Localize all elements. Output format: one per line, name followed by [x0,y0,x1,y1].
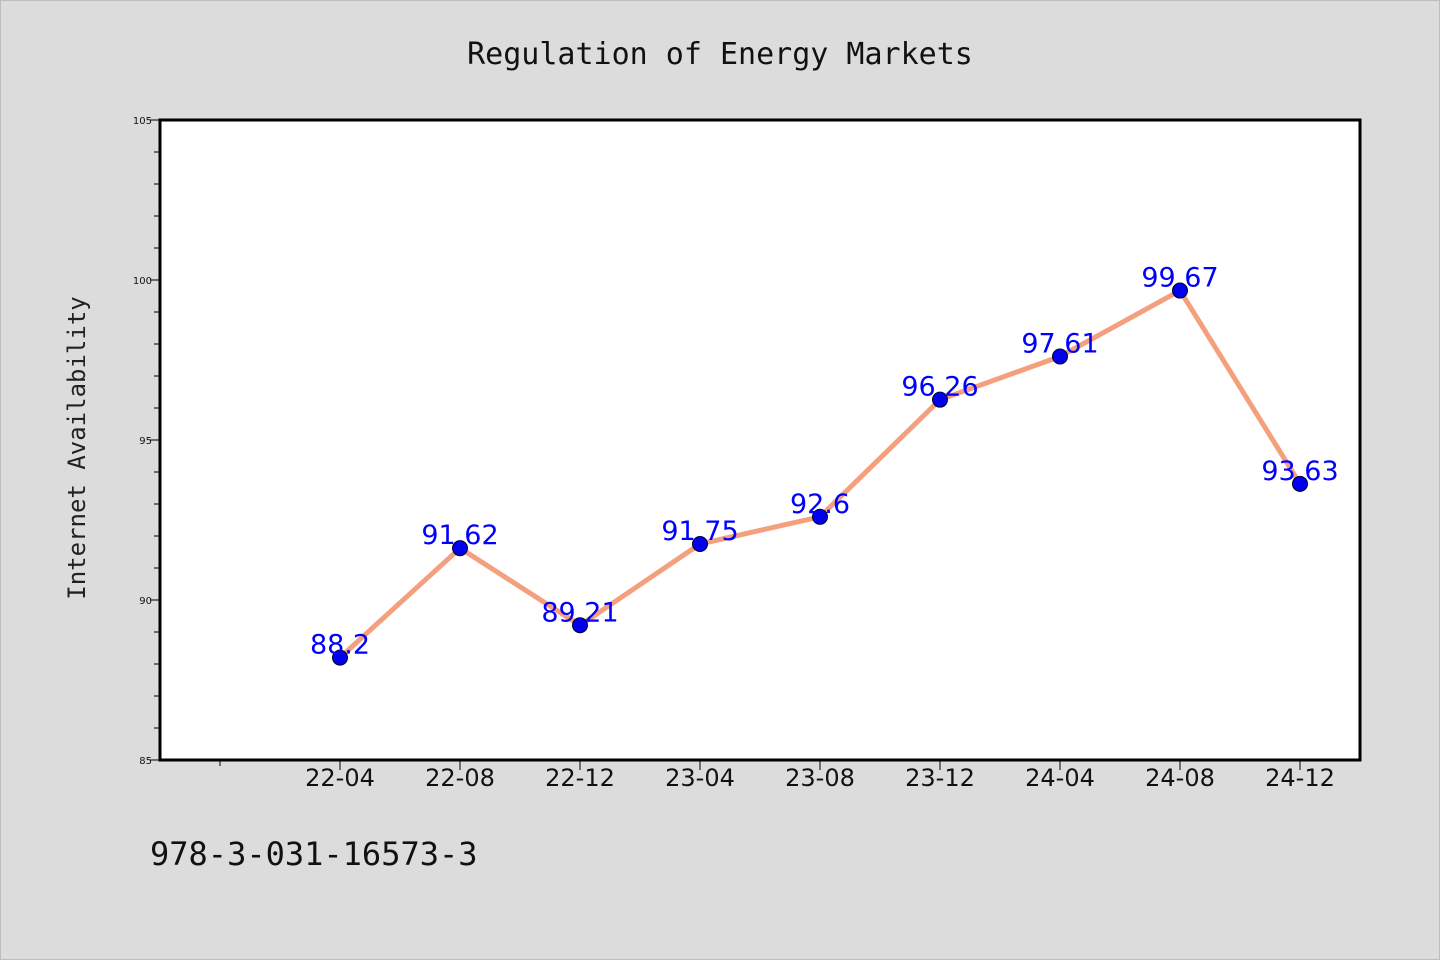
y-tick-label: 105 [133,116,152,127]
data-labels: 88.2 91.62 89.21 91.75 92.6 96.26 97.61 99.67 93… [310,263,1339,661]
y-axis-label: Internet Availability [63,296,91,599]
x-tick-label: 24-12 [1265,764,1335,792]
data-point [332,649,348,666]
y-tick-label: 95 [139,436,152,447]
x-tick-label: 22-12 [545,764,615,792]
data-label: 93.63 [1261,456,1338,487]
data-point [932,391,948,408]
y-tick-label: 100 [133,276,152,287]
y-tick-label: 90 [139,596,152,607]
data-point [1172,282,1188,299]
data-point [452,540,468,557]
data-label: 88.2 [310,630,370,661]
x-tick-label: 24-04 [1025,764,1095,792]
data-label: 96.26 [901,372,978,403]
x-tick-label: 24-08 [1145,764,1215,792]
data-label: 97.61 [1021,328,1098,359]
chart-title: Regulation of Energy Markets [467,37,973,72]
data-label: 99.67 [1141,263,1218,294]
data-label: 91.62 [421,520,498,551]
x-tick-label: 22-04 [305,764,375,792]
data-point [1292,475,1308,492]
y-axis-tick-labels: 85 90 95 100 105 [133,116,152,767]
data-label: 89.21 [541,597,618,628]
y-axis-ticks [150,119,160,761]
y-tick-label: 85 [139,756,152,767]
data-point [1052,348,1068,365]
data-point [572,617,588,634]
x-tick-label: 22-08 [425,764,495,792]
x-tick-label: 23-12 [905,764,975,792]
isbn-footer: 978-3-031-16573-3 [150,835,478,873]
data-point [812,508,828,525]
data-label: 92.6 [790,489,850,520]
plot-area [158,118,1362,762]
x-axis-tick-labels: 22-04 22-08 22-12 23-04 23-08 23-12 24-04 24-08… [305,764,1335,792]
series-markers [332,282,1308,666]
x-axis-ticks [219,760,1301,770]
x-tick-label: 23-04 [665,764,735,792]
data-point [692,536,708,552]
x-tick-label: 23-08 [785,764,855,792]
data-label: 91.75 [661,516,738,547]
